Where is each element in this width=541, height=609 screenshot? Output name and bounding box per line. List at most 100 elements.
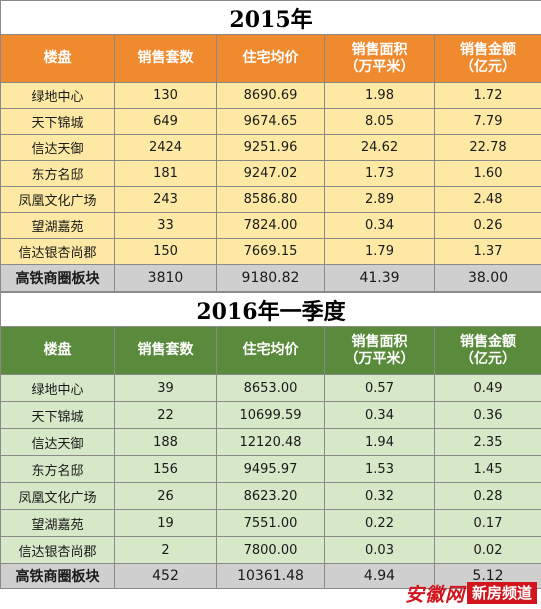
value-cell: 26 (114, 482, 217, 510)
table-row: 绿地中心 130 8690.69 1.98 1.72 (0, 82, 541, 109)
value-cell: 22.78 (433, 134, 541, 161)
value-cell: 1.98 (324, 82, 435, 109)
table-title: 2015年 (0, 0, 541, 35)
column-header: 住宅均价 (216, 326, 325, 375)
table-row: 东方名邸 156 9495.97 1.53 1.45 (0, 455, 541, 483)
value-cell: 1.45 (434, 455, 541, 483)
value-cell: 0.34 (324, 401, 435, 429)
table-row: 信达天御 188 12120.48 1.94 2.35 (0, 428, 541, 456)
value-cell: 1.94 (324, 428, 435, 456)
value-cell: 8.05 (324, 108, 435, 135)
value-cell: 2.35 (434, 428, 541, 456)
tables-container: 2015年 楼盘 销售套数 住宅均价 销售面积 （万平米） 销售金额 （亿元） 绿地中心 13… (0, 0, 541, 589)
table-row: 天下锦城 22 10699.59 0.34 0.36 (0, 401, 541, 429)
value-cell: 1.60 (433, 160, 541, 187)
value-cell: 1.72 (433, 82, 541, 109)
value-cell: 8623.20 (216, 482, 325, 510)
value-cell: 2.48 (433, 186, 541, 213)
watermark-logo: 安徽网 (404, 583, 465, 606)
value-cell: 9674.65 (216, 108, 325, 135)
total-value-cell: 38.00 (433, 264, 541, 292)
value-cell: 7800.00 (216, 536, 325, 564)
value-cell: 0.26 (433, 212, 541, 239)
column-header: 销售套数 (114, 34, 217, 83)
project-name-cell: 望湖嘉苑 (0, 509, 115, 537)
value-cell: 243 (114, 186, 217, 213)
value-cell: 188 (114, 428, 217, 456)
value-cell: 8653.00 (216, 374, 325, 402)
value-cell: 0.57 (324, 374, 435, 402)
value-cell: 19 (114, 509, 217, 537)
value-cell: 8586.80 (216, 186, 325, 213)
column-header: 销售面积 （万平米） (324, 326, 435, 375)
table-row: 东方名邸 181 9247.02 1.73 1.60 (0, 160, 541, 187)
value-cell: 0.28 (434, 482, 541, 510)
total-value-cell: 3810 (114, 264, 217, 292)
value-cell: 39 (114, 374, 217, 402)
value-cell: 1.53 (324, 455, 435, 483)
total-value-cell: 452 (114, 563, 217, 589)
total-value-cell: 4.94 (324, 563, 435, 589)
value-cell: 7.79 (433, 108, 541, 135)
project-name-cell: 天下锦城 (0, 401, 115, 429)
watermark: 安徽网 新房频道 (404, 581, 537, 606)
total-label-cell: 高铁商圈板块 (0, 563, 115, 589)
project-name-cell: 东方名邸 (0, 455, 115, 483)
project-name-cell: 东方名邸 (0, 160, 115, 187)
table-row: 天下锦城 649 9674.65 8.05 7.79 (0, 108, 541, 135)
value-cell: 130 (114, 82, 217, 109)
value-cell: 9247.02 (216, 160, 325, 187)
value-cell: 7551.00 (216, 509, 325, 537)
sales-table-2016q1: 2016年一季度 楼盘 销售套数 住宅均价 销售面积 （万平米） 销售金额 （亿元） 绿地中… (0, 292, 541, 589)
value-cell: 0.03 (324, 536, 435, 564)
value-cell: 12120.48 (216, 428, 325, 456)
table-row: 信达银杏尚郡 2 7800.00 0.03 0.02 (0, 536, 541, 564)
project-name-cell: 凤凰文化广场 (0, 482, 115, 510)
value-cell: 33 (114, 212, 217, 239)
value-cell: 0.32 (324, 482, 435, 510)
value-cell: 0.49 (434, 374, 541, 402)
value-cell: 150 (114, 238, 217, 265)
value-cell: 9495.97 (216, 455, 325, 483)
total-row: 高铁商圈板块 3810 9180.82 41.39 38.00 (0, 264, 541, 292)
value-cell: 0.36 (434, 401, 541, 429)
table-title: 2016年一季度 (0, 292, 541, 327)
table-row: 凤凰文化广场 26 8623.20 0.32 0.28 (0, 482, 541, 510)
value-cell: 0.22 (324, 509, 435, 537)
column-header: 销售面积 （万平米） (324, 34, 435, 83)
table-row: 绿地中心 39 8653.00 0.57 0.49 (0, 374, 541, 402)
total-value-cell: 9180.82 (216, 264, 325, 292)
value-cell: 1.37 (433, 238, 541, 265)
project-name-cell: 绿地中心 (0, 82, 115, 109)
column-header: 销售套数 (114, 326, 217, 375)
value-cell: 2.89 (324, 186, 435, 213)
project-name-cell: 天下锦城 (0, 108, 115, 135)
total-value-cell: 41.39 (324, 264, 435, 292)
column-header: 住宅均价 (216, 34, 325, 83)
project-name-cell: 信达银杏尚郡 (0, 238, 115, 265)
value-cell: 9251.96 (216, 134, 325, 161)
project-name-cell: 望湖嘉苑 (0, 212, 115, 239)
value-cell: 7669.15 (216, 238, 325, 265)
value-cell: 2 (114, 536, 217, 564)
value-cell: 0.02 (434, 536, 541, 564)
value-cell: 22 (114, 401, 217, 429)
value-cell: 10699.59 (216, 401, 325, 429)
value-cell: 2424 (114, 134, 217, 161)
table-row: 信达天御 2424 9251.96 24.62 22.78 (0, 134, 541, 161)
value-cell: 7824.00 (216, 212, 325, 239)
table-row: 凤凰文化广场 243 8586.80 2.89 2.48 (0, 186, 541, 213)
project-name-cell: 信达天御 (0, 428, 115, 456)
column-header: 销售金额 （亿元） (434, 326, 541, 375)
value-cell: 0.34 (324, 212, 435, 239)
value-cell: 0.17 (434, 509, 541, 537)
value-cell: 8690.69 (216, 82, 325, 109)
table-row: 望湖嘉苑 19 7551.00 0.22 0.17 (0, 509, 541, 537)
column-header: 楼盘 (0, 34, 115, 83)
column-header: 销售金额 （亿元） (433, 34, 541, 83)
value-cell: 649 (114, 108, 217, 135)
total-label-cell: 高铁商圈板块 (0, 264, 115, 292)
value-cell: 181 (114, 160, 217, 187)
table-row: 望湖嘉苑 33 7824.00 0.34 0.26 (0, 212, 541, 239)
